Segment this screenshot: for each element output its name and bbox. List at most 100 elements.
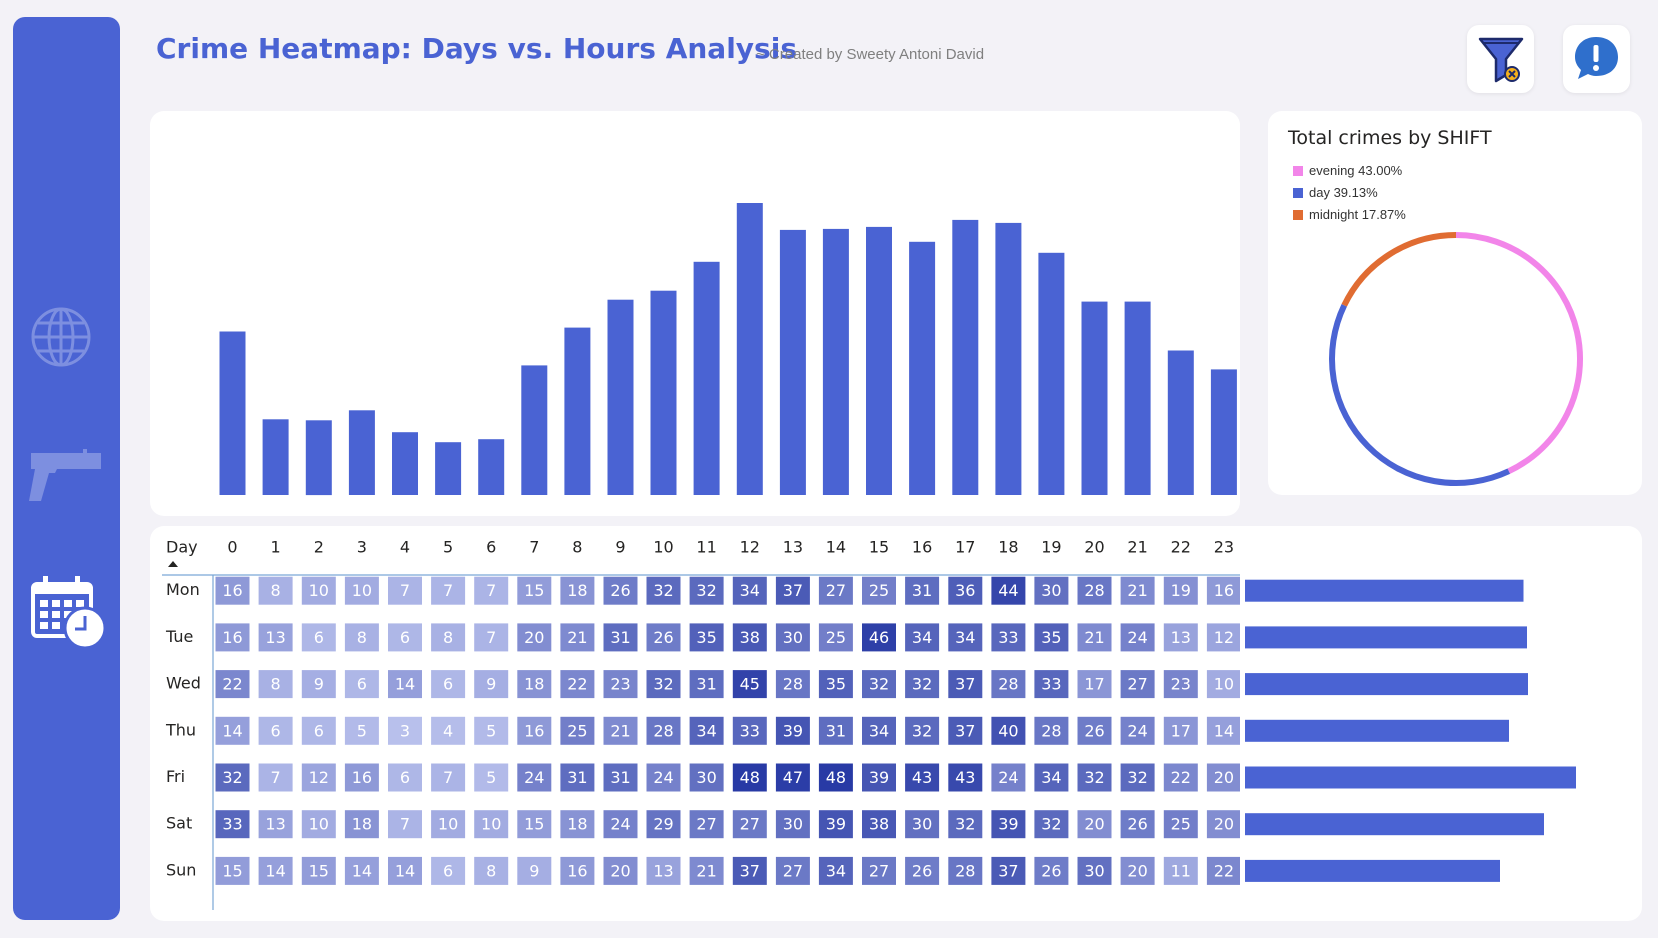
heatmap-cell[interactable] bbox=[646, 623, 681, 652]
heatmap-cell[interactable] bbox=[1163, 623, 1198, 652]
heatmap-cell[interactable] bbox=[603, 670, 638, 699]
heatmap-cell[interactable] bbox=[1163, 716, 1198, 745]
heatmap-cell[interactable] bbox=[862, 856, 896, 885]
day-bar-wed[interactable] bbox=[1245, 673, 1528, 696]
heatmap-cell[interactable] bbox=[344, 670, 379, 699]
heatmap-cell[interactable] bbox=[905, 763, 940, 792]
heatmap-cell[interactable] bbox=[388, 576, 422, 605]
heatmap-cell[interactable] bbox=[517, 576, 552, 605]
donut-slice-midnight[interactable] bbox=[1341, 232, 1457, 307]
heatmap-cell[interactable] bbox=[301, 810, 336, 839]
heatmap-cell[interactable] bbox=[474, 623, 509, 652]
heatmap-cell[interactable] bbox=[862, 576, 896, 605]
heatmap-cell[interactable] bbox=[1120, 716, 1155, 745]
bar-hour-6[interactable] bbox=[478, 439, 505, 495]
bar-hour-9[interactable] bbox=[607, 299, 634, 495]
heatmap-cell[interactable] bbox=[948, 716, 983, 745]
heatmap-cell[interactable] bbox=[775, 856, 810, 885]
globe-icon[interactable] bbox=[29, 305, 93, 369]
heatmap-cell[interactable] bbox=[948, 670, 983, 699]
heatmap-cell[interactable] bbox=[905, 576, 940, 605]
heatmap-cell[interactable] bbox=[818, 716, 853, 745]
heatmap-cell[interactable] bbox=[1163, 810, 1198, 839]
heatmap-cell[interactable] bbox=[474, 670, 509, 699]
bar-hour-4[interactable] bbox=[392, 432, 418, 495]
heatmap-cell[interactable] bbox=[301, 716, 336, 745]
heatmap-cell[interactable] bbox=[388, 856, 422, 885]
heatmap-cell[interactable] bbox=[431, 716, 466, 745]
bar-hour-1[interactable] bbox=[262, 419, 289, 495]
heatmap-cell[interactable] bbox=[258, 716, 293, 745]
heatmap-cell[interactable] bbox=[1163, 856, 1198, 885]
heatmap-cell[interactable] bbox=[1120, 763, 1155, 792]
day-bar-mon[interactable] bbox=[1245, 579, 1524, 602]
heatmap-cell[interactable] bbox=[732, 576, 767, 605]
heatmap-cell[interactable] bbox=[1163, 670, 1198, 699]
heatmap-cell[interactable] bbox=[1120, 810, 1155, 839]
heatmap-cell[interactable] bbox=[862, 763, 896, 792]
bar-hour-21[interactable] bbox=[1124, 301, 1151, 495]
heatmap-cell[interactable] bbox=[905, 716, 940, 745]
bar-hour-7[interactable] bbox=[521, 365, 548, 495]
heatmap-cell[interactable] bbox=[474, 810, 509, 839]
heatmap-cell[interactable] bbox=[517, 716, 552, 745]
bar-hour-13[interactable] bbox=[779, 229, 806, 495]
legend-item-evening[interactable]: evening 43.00% bbox=[1293, 163, 1402, 179]
heatmap-cell[interactable] bbox=[862, 810, 896, 839]
heatmap-cell[interactable] bbox=[344, 810, 379, 839]
heatmap-cell[interactable] bbox=[775, 763, 810, 792]
heatmap-cell[interactable] bbox=[1034, 670, 1069, 699]
heatmap-cell[interactable] bbox=[431, 576, 466, 605]
heatmap-cell[interactable] bbox=[775, 670, 810, 699]
heatmap-cell[interactable] bbox=[474, 716, 509, 745]
heatmap-cell[interactable] bbox=[818, 810, 853, 839]
heatmap-cell[interactable] bbox=[818, 670, 853, 699]
day-bar-fri[interactable] bbox=[1245, 766, 1576, 789]
heatmap-cell[interactable] bbox=[215, 716, 250, 745]
bar-hour-19[interactable] bbox=[1038, 252, 1065, 495]
heatmap-cell[interactable] bbox=[1077, 856, 1112, 885]
heatmap-cell[interactable] bbox=[905, 670, 940, 699]
heatmap-cell[interactable] bbox=[301, 670, 336, 699]
heatmap-cell[interactable] bbox=[431, 623, 466, 652]
heatmap-cell[interactable] bbox=[1163, 763, 1198, 792]
heatmap-cell[interactable] bbox=[732, 623, 767, 652]
bar-hour-20[interactable] bbox=[1081, 301, 1108, 495]
heatmap-cell[interactable] bbox=[344, 763, 379, 792]
heatmap-cell[interactable] bbox=[1206, 623, 1241, 652]
heatmap-cell[interactable] bbox=[948, 576, 983, 605]
bar-hour-14[interactable] bbox=[822, 228, 849, 495]
heatmap-cell[interactable] bbox=[646, 856, 681, 885]
bar-hour-11[interactable] bbox=[693, 261, 720, 495]
heatmap-cell[interactable] bbox=[689, 623, 724, 652]
day-bar-sun[interactable] bbox=[1245, 859, 1500, 882]
heatmap-cell[interactable] bbox=[948, 810, 983, 839]
heatmap-cell[interactable] bbox=[1206, 856, 1241, 885]
heatmap-cell[interactable] bbox=[344, 716, 379, 745]
heatmap-cell[interactable] bbox=[948, 856, 983, 885]
heatmap-cell[interactable] bbox=[775, 623, 810, 652]
heatmap-cell[interactable] bbox=[1034, 716, 1069, 745]
heatmap-cell[interactable] bbox=[388, 716, 422, 745]
day-bar-tue[interactable] bbox=[1245, 626, 1527, 649]
heatmap-cell[interactable] bbox=[344, 856, 379, 885]
heatmap-cell[interactable] bbox=[560, 670, 595, 699]
heatmap-cell[interactable] bbox=[258, 810, 293, 839]
heatmap-cell[interactable] bbox=[689, 576, 724, 605]
heatmap-cell[interactable] bbox=[862, 716, 896, 745]
heatmap-cell[interactable] bbox=[301, 623, 336, 652]
heatmap-cell[interactable] bbox=[388, 763, 422, 792]
heatmap-cell[interactable] bbox=[258, 623, 293, 652]
heatmap-cell[interactable] bbox=[862, 623, 896, 652]
heatmap-cell[interactable] bbox=[1206, 670, 1241, 699]
bar-hour-12[interactable] bbox=[736, 203, 763, 495]
heatmap-cell[interactable] bbox=[560, 763, 595, 792]
info-button[interactable] bbox=[1563, 25, 1630, 93]
legend-item-midnight[interactable]: midnight 17.87% bbox=[1293, 207, 1406, 223]
bar-hour-8[interactable] bbox=[564, 327, 591, 495]
heatmap-cell[interactable] bbox=[215, 623, 250, 652]
heatmap-cell[interactable] bbox=[431, 810, 466, 839]
heatmap-cell[interactable] bbox=[215, 810, 250, 839]
heatmap-cell[interactable] bbox=[818, 576, 853, 605]
heatmap-row-header[interactable]: Day bbox=[166, 538, 198, 557]
